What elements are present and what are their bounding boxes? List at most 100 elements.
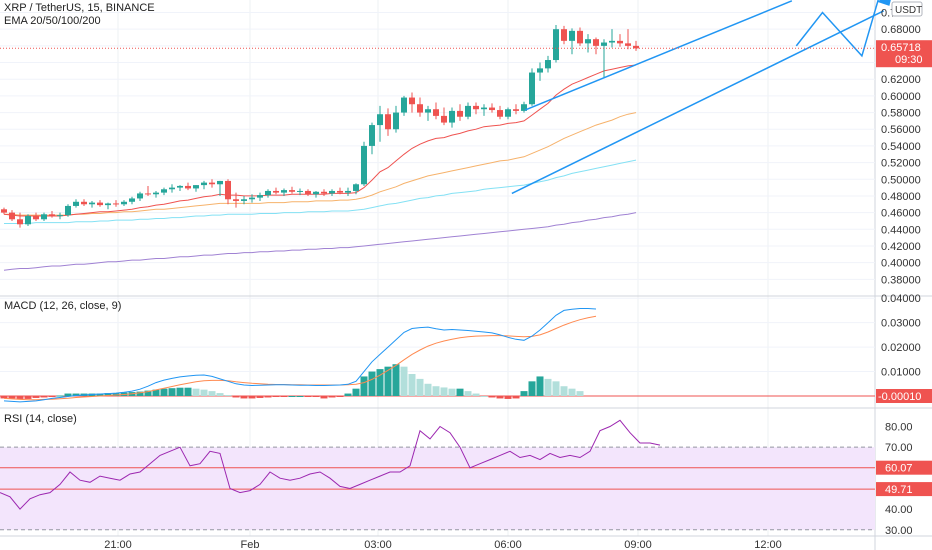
candle-body <box>89 202 95 205</box>
candle[interactable] <box>177 185 183 191</box>
candle[interactable] <box>105 202 111 210</box>
candle[interactable] <box>17 212 23 228</box>
candle[interactable] <box>345 187 351 196</box>
candle[interactable] <box>617 34 623 47</box>
candle[interactable] <box>577 27 583 46</box>
candle-body <box>153 192 159 195</box>
candle[interactable] <box>81 199 87 206</box>
candle[interactable] <box>265 189 271 198</box>
candle[interactable] <box>97 200 103 207</box>
candle[interactable] <box>257 192 263 201</box>
candle[interactable] <box>481 104 487 116</box>
candle[interactable] <box>65 204 71 217</box>
candle[interactable] <box>409 92 415 113</box>
candle[interactable] <box>25 214 31 226</box>
candle[interactable] <box>497 105 503 120</box>
candle[interactable] <box>41 212 47 221</box>
price-pane[interactable] <box>0 0 894 280</box>
candle[interactable] <box>241 195 247 205</box>
candle[interactable] <box>465 102 471 120</box>
candle[interactable] <box>193 185 199 192</box>
currency-button[interactable] <box>891 1 923 17</box>
candle[interactable] <box>305 189 311 196</box>
candle[interactable] <box>521 101 527 113</box>
macd-legend[interactable]: MACD (12, 26, close, 9) <box>4 300 122 312</box>
candle[interactable] <box>329 189 335 196</box>
candle[interactable] <box>201 180 207 190</box>
candle[interactable] <box>585 34 591 53</box>
candle[interactable] <box>297 188 303 196</box>
macd-pane[interactable] <box>0 297 875 403</box>
candle[interactable] <box>393 105 399 133</box>
candle[interactable] <box>593 37 599 55</box>
candle[interactable] <box>273 187 279 195</box>
rsi-pane[interactable] <box>0 419 875 531</box>
candle[interactable] <box>353 183 359 195</box>
candle[interactable] <box>449 107 455 128</box>
candle[interactable] <box>129 196 135 205</box>
candle[interactable] <box>337 187 343 195</box>
candle[interactable] <box>137 191 143 201</box>
candle[interactable] <box>73 199 79 208</box>
candle[interactable] <box>313 190 319 198</box>
candle[interactable] <box>489 103 495 113</box>
candle[interactable] <box>369 122 375 155</box>
projection-path[interactable] <box>795 0 879 58</box>
candle[interactable] <box>441 107 447 126</box>
candle[interactable] <box>57 212 63 220</box>
candle[interactable] <box>121 200 127 206</box>
macd-histogram-bar <box>376 369 384 396</box>
symbol-legend[interactable]: XRP / TetherUS, 15, BINANCE <box>4 2 155 14</box>
candle[interactable] <box>249 194 255 203</box>
candle[interactable] <box>9 210 15 221</box>
candle[interactable] <box>553 25 559 63</box>
rsi-legend[interactable]: RSI (14, close) <box>4 413 77 425</box>
candle[interactable] <box>505 107 511 120</box>
macd-histogram-bar <box>304 396 312 397</box>
candle[interactable] <box>529 68 535 106</box>
macd-histogram-bar <box>288 396 296 397</box>
candle[interactable] <box>473 102 479 115</box>
candle[interactable] <box>169 184 175 193</box>
candle[interactable] <box>361 141 367 186</box>
macd-histogram-bar <box>544 378 552 396</box>
candle[interactable] <box>225 179 231 205</box>
candle[interactable] <box>145 185 151 196</box>
candle[interactable] <box>33 212 39 221</box>
candle[interactable] <box>537 62 543 81</box>
candle[interactable] <box>161 187 167 196</box>
candle[interactable] <box>513 104 519 115</box>
candle[interactable] <box>385 108 391 136</box>
drawing-tools[interactable] <box>511 0 894 195</box>
candle[interactable] <box>185 182 191 191</box>
candle[interactable] <box>113 200 119 207</box>
candle[interactable] <box>209 179 215 188</box>
macd-histogram-bar <box>352 388 360 396</box>
candle[interactable] <box>569 28 575 55</box>
candle[interactable] <box>545 55 551 73</box>
channel-lower-line[interactable] <box>511 10 885 195</box>
candle[interactable] <box>425 105 431 121</box>
candle[interactable] <box>625 29 631 50</box>
channel-upper-line[interactable] <box>524 0 793 111</box>
candle[interactable] <box>321 189 327 196</box>
candle[interactable] <box>457 104 463 121</box>
candle[interactable] <box>281 188 287 196</box>
candle[interactable] <box>401 95 407 116</box>
candle[interactable] <box>233 192 239 208</box>
candle[interactable] <box>601 39 607 78</box>
candle[interactable] <box>217 180 223 196</box>
candle[interactable] <box>633 40 639 51</box>
candle[interactable] <box>433 102 439 120</box>
candle[interactable] <box>89 200 95 208</box>
ema-legend[interactable]: EMA 20/50/100/200 <box>4 15 101 27</box>
candle[interactable] <box>561 25 567 45</box>
candle[interactable] <box>417 97 423 117</box>
candle[interactable] <box>377 105 383 142</box>
candle[interactable] <box>609 29 615 48</box>
candle[interactable] <box>1 207 7 215</box>
candle[interactable] <box>289 186 295 194</box>
candle[interactable] <box>153 190 159 198</box>
candle[interactable] <box>49 210 55 218</box>
